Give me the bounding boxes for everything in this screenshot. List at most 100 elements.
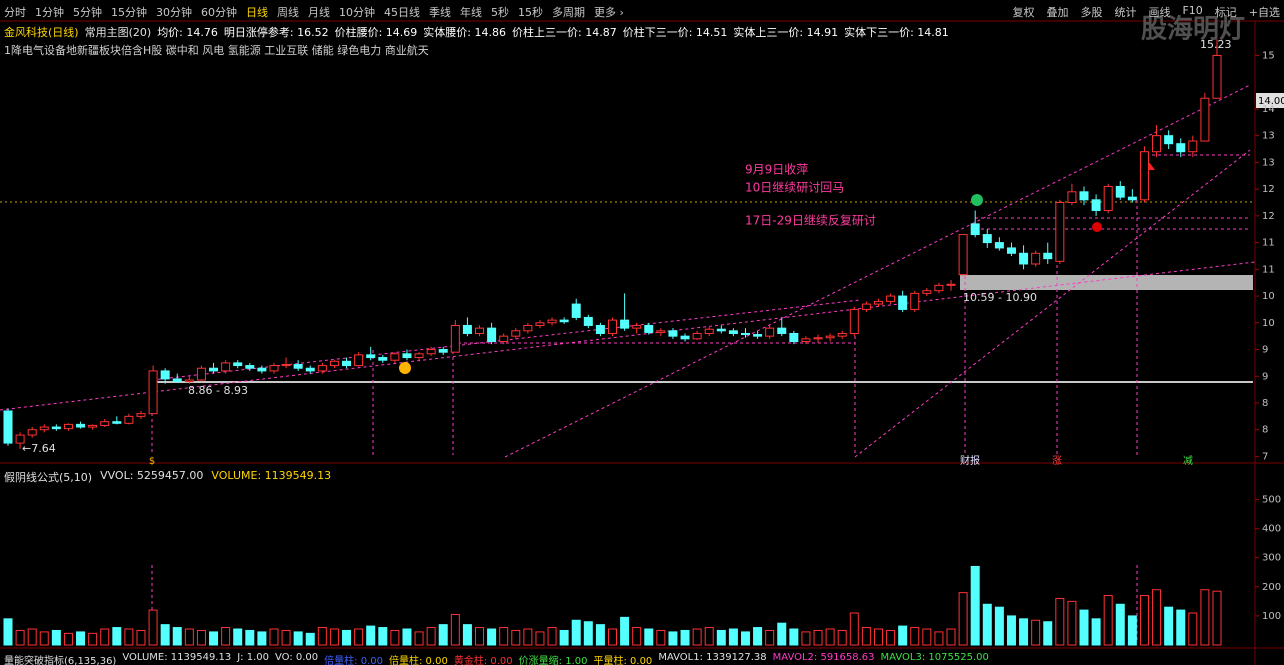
candle-body [475,327,485,334]
volume-bar [450,613,460,646]
candle-body [15,434,25,444]
period-tab[interactable]: 45日线 [384,6,420,19]
candle-body [523,324,533,332]
trend-lines [0,84,1256,640]
y-tick-label: 300 [1262,553,1281,564]
candle-body [100,421,110,426]
candle-body [982,234,992,244]
period-tab[interactable]: 60分钟 [201,6,237,19]
candle-body [499,335,509,343]
candle-body [861,303,871,310]
volume-bar [547,627,557,646]
tool-button[interactable]: 叠加 [1046,6,1069,19]
volume-bar [644,628,654,646]
candle-body [1188,140,1198,153]
y-tick-label: 15 [1262,50,1275,61]
candle-body [51,426,61,430]
period-tab[interactable]: 10分钟 [339,6,375,19]
candle-body [426,349,436,355]
volume-bar [1212,590,1222,646]
candle-body [245,365,255,369]
indicator-item: 价涨量缩: 1.00 [518,656,588,665]
y-tick-label: 100 [1262,611,1281,622]
period-tab[interactable]: 月线 [308,6,330,19]
period-tab[interactable]: 5秒 [491,6,509,19]
signal-icon [971,194,983,206]
candle-body [547,319,557,324]
signal-icon [1092,222,1102,232]
candle-body [910,292,920,310]
candle-body [849,308,859,334]
tool-button[interactable]: 多股 [1080,6,1103,19]
period-tab[interactable]: 多周期 [552,6,585,19]
volume-bar [789,628,799,646]
current-price: 14.00 [1258,96,1284,107]
volume-bar [39,631,49,646]
volume-bar [813,629,823,646]
volume-bar [1176,609,1186,646]
volume-bar [994,606,1004,646]
indicator-item: VOLUME: 1139549.13 [122,652,232,663]
candle-body [753,334,763,337]
y-tick-label: 12 [1262,211,1275,222]
info-line: 金风科技(日线) 常用主图(20) 均价: 14.76 明日涨停参考: 16.52 价柱… [4,24,949,40]
volume-bar [269,628,279,646]
period-tab[interactable]: 1分钟 [35,6,64,19]
high-label: 15.23 [1200,38,1232,51]
event-marker: 财报 [960,454,980,467]
volume-bar [184,628,194,646]
indicator-item: VO: 0.00 [274,652,319,663]
candle-body [1067,191,1077,203]
candle-body [378,357,388,361]
tool-button[interactable]: 复权 [1012,6,1035,19]
y-tick-label: 8 [1262,425,1268,436]
candle-body [1152,135,1162,153]
info-item: 明日涨停参考: 16.52 [223,26,329,39]
candle-body [1079,191,1089,201]
tool-button[interactable]: +自选 [1248,6,1280,19]
period-tab[interactable]: 日线 [246,6,268,19]
volume-bar [777,622,787,646]
candle-body [3,410,13,444]
tool-button[interactable]: 标记 [1214,6,1237,19]
period-tab[interactable]: 5分钟 [73,6,102,19]
y-tick-label: 10 [1262,318,1275,329]
candle-body [583,316,593,326]
period-tab[interactable]: 更多 › [594,6,624,19]
candle-body [632,324,642,329]
candle-body [390,353,400,361]
tool-button[interactable]: 统计 [1114,6,1137,19]
y-tick-label: 9 [1262,345,1268,356]
volume-bar [1031,619,1041,646]
candle-body [656,330,666,333]
period-tab[interactable]: 15秒 [518,6,543,19]
y-tick-label: 400 [1262,524,1281,535]
period-tab[interactable]: 季线 [429,6,451,19]
info-item: 价柱下三一价: 14.51 [622,26,728,39]
volume-bar [317,627,327,646]
candle-body [511,330,521,337]
period-tab[interactable]: 15分钟 [111,6,147,19]
period-tab[interactable]: 30分钟 [156,6,192,19]
candle-body [487,327,497,343]
volume-bar [1043,621,1053,646]
volume-bar [160,624,170,646]
volume-bar [511,629,521,646]
period-tab[interactable]: 年线 [460,6,482,19]
low-label: ←7.64 [22,442,56,455]
period-tab[interactable]: 分时 [4,6,26,19]
indicator-item: MAVOL2: 591658.63 [772,652,875,663]
volume-bar [390,629,400,646]
volume-bar [1091,618,1101,646]
y-tick-label: 200 [1262,582,1281,593]
annotation: 17日-29日继续反复研讨 [745,214,876,228]
indicator-item: MAVOL3: 1075525.00 [880,652,989,663]
band-label: 10.59 - 10.90 [963,291,1037,304]
candle-body [728,330,738,334]
candle-body [958,234,968,276]
tool-button[interactable]: 画线 [1148,6,1171,19]
period-tab[interactable]: 周线 [277,6,299,19]
volume-header: 假阴线公式(5,10) VVOL: 5259457.00 VOLUME: 11395… [4,469,331,485]
tool-button[interactable]: F10 [1182,4,1203,17]
